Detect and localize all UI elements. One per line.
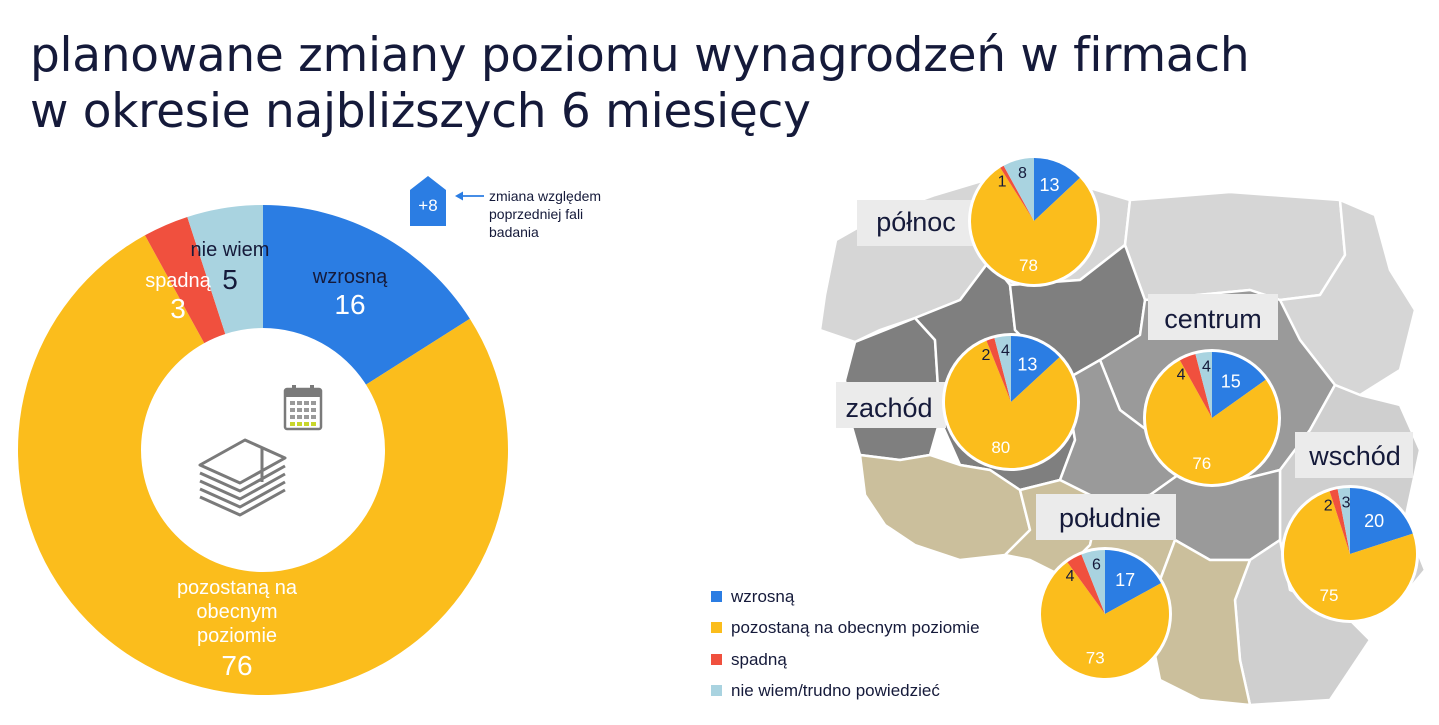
- pie-slice-centrum-3: [1195, 352, 1212, 418]
- pie-value-centrum-3: 4: [1202, 359, 1211, 376]
- pie-value-centrum-2: 4: [1177, 367, 1186, 384]
- donut-slice-wzrosna: [263, 205, 470, 385]
- pie-value-polnoc-0: 13: [1039, 175, 1059, 195]
- donut-labels: wzrosną nie wiem spadną pozostaną na obe…: [145, 239, 388, 647]
- pie-slice-poludnie-0: [1105, 550, 1162, 614]
- legend-label-wzrosna: wzrosną: [730, 587, 795, 606]
- donut-label-pozostana-3: poziomie: [197, 625, 277, 647]
- pie-value-zachod-2: 2: [982, 347, 991, 364]
- label-box-zachod: [836, 382, 946, 428]
- money-stack-icon: [198, 438, 287, 517]
- donut-label-nie-wiem: nie wiem: [191, 239, 270, 261]
- legend-swatch-wzrosna: [711, 591, 722, 602]
- pie-slice-wschod-0: [1350, 488, 1413, 554]
- label-box-poludnie: [1036, 494, 1176, 540]
- legend-swatch-pozostana: [711, 622, 722, 633]
- pie-value-centrum-0: 15: [1221, 372, 1241, 392]
- donut-label-pozostana-2: obecnym: [196, 601, 277, 623]
- label-box-wschod: [1295, 432, 1413, 478]
- change-note: +8 zmiana względem poprzedniej fali bada…: [410, 176, 601, 240]
- donut-value-nie-wiem: 5: [222, 264, 238, 295]
- region-labels: północ centrum zachód wschód południe: [836, 200, 1413, 540]
- pie-value-polnoc-1: 78: [1019, 256, 1038, 275]
- pie-slice-polnoc-0: [1034, 158, 1080, 221]
- pie-value-wschod-3: 3: [1342, 494, 1351, 511]
- pie-slice-zachod-0: [1011, 336, 1060, 402]
- donut-label-pozostana-1: pozostaną na: [177, 577, 298, 599]
- pie-slice-wschod-3: [1337, 488, 1350, 554]
- pie-value-wschod-1: 75: [1320, 586, 1339, 605]
- change-note-line-1: zmiana względem: [489, 188, 601, 204]
- pie-slice-centrum-0: [1212, 352, 1266, 418]
- pie-value-zachod-0: 13: [1017, 355, 1037, 375]
- legend-label-pozostana: pozostaną na obecnym poziomie: [731, 618, 980, 637]
- legend-label-spadna: spadną: [731, 650, 787, 669]
- donut-slice-spadna: [144, 216, 226, 344]
- pie-value-poludnie-3: 6: [1092, 557, 1101, 574]
- legend-swatch-nie-wiem: [711, 685, 722, 696]
- pie-slice-poludnie-2: [1067, 554, 1105, 614]
- pie-slice-wschod-1: [1284, 491, 1417, 620]
- page-title: planowane zmiany poziomu wynagrodzeń w f…: [30, 28, 1250, 140]
- pie-value-polnoc-3: 8: [1018, 165, 1027, 182]
- calendar-icon: [283, 385, 323, 431]
- region-label-zachod: zachód: [845, 393, 932, 423]
- change-badge-shape: [410, 176, 446, 226]
- pie-slice-zachod-3: [994, 336, 1011, 402]
- pie-value-poludnie-1: 73: [1086, 649, 1105, 668]
- donut-slice-pozostana-na-obecnym-poziomie: [18, 235, 508, 695]
- pie-slice-zachod-2: [986, 338, 1011, 402]
- pie-slice-wschod-2: [1329, 489, 1350, 554]
- pie-centrum: 15 76 4 4: [1143, 349, 1281, 487]
- pie-slice-centrum-1: [1145, 360, 1278, 485]
- pie-zachod: 13 80 2 4: [942, 333, 1080, 471]
- pie-value-polnoc-2: 1: [998, 173, 1007, 190]
- donut-value-pozostana-na-obecnym-poziomie: 76: [221, 650, 252, 681]
- pie-slice-poludnie-1: [1041, 562, 1169, 678]
- donut-label-wzrosna: wzrosną: [312, 266, 388, 288]
- region-label-polnoc: północ: [876, 207, 956, 237]
- map-region-warminsko-mazurskie: [1123, 190, 1347, 302]
- pie-value-wschod-0: 20: [1364, 511, 1384, 531]
- pie-value-wschod-2: 2: [1324, 498, 1333, 515]
- change-arrow-head: [455, 191, 463, 201]
- pie-value-poludnie-2: 4: [1066, 568, 1075, 585]
- title-line-2: w okresie najbliższych 6 miesięcy: [30, 84, 811, 139]
- region-label-centrum: centrum: [1164, 304, 1262, 334]
- donut-value-wzrosna: 16: [334, 289, 365, 320]
- pie-slice-polnoc-1: [971, 167, 1097, 284]
- label-box-centrum: [1148, 294, 1278, 340]
- donut-label-spadna: spadną: [145, 270, 211, 292]
- change-badge-value: +8: [418, 196, 437, 215]
- donut-value-spadna: 3: [170, 293, 186, 324]
- legend-swatch-spadna: [711, 654, 722, 665]
- title-line-1: planowane zmiany poziomu wynagrodzeń w f…: [30, 28, 1250, 83]
- legend: wzrosną pozostaną na obecnym poziomie sp…: [711, 587, 980, 700]
- pie-poludnie: 17 73 46: [1038, 547, 1172, 681]
- pie-value-zachod-1: 80: [991, 438, 1010, 457]
- region-label-wschod: wschód: [1308, 441, 1401, 471]
- label-box-polnoc: [857, 200, 975, 246]
- pie-value-zachod-3: 4: [1001, 343, 1010, 360]
- donut-slice-nie-wiem: [187, 205, 263, 334]
- main-donut-chart: 16 76 3 5: [18, 205, 508, 695]
- pie-slice-poludnie-3: [1081, 550, 1105, 614]
- pie-slice-polnoc-2: [1000, 165, 1034, 221]
- pie-slice-polnoc-3: [1003, 158, 1034, 221]
- pie-slice-centrum-2: [1179, 354, 1212, 418]
- legend-label-nie-wiem: nie wiem/trudno powiedzieć: [731, 681, 940, 700]
- change-note-line-3: badania: [489, 224, 539, 240]
- pie-polnoc: 13 78 1 8: [968, 155, 1100, 287]
- pie-wschod: 20 75 2 3: [1281, 485, 1419, 623]
- region-label-poludnie: południe: [1059, 503, 1161, 533]
- change-note-line-2: poprzedniej fali: [489, 206, 583, 222]
- pie-value-poludnie-0: 17: [1115, 570, 1135, 590]
- pie-slice-zachod-1: [945, 340, 1077, 469]
- pie-value-centrum-1: 76: [1192, 454, 1211, 473]
